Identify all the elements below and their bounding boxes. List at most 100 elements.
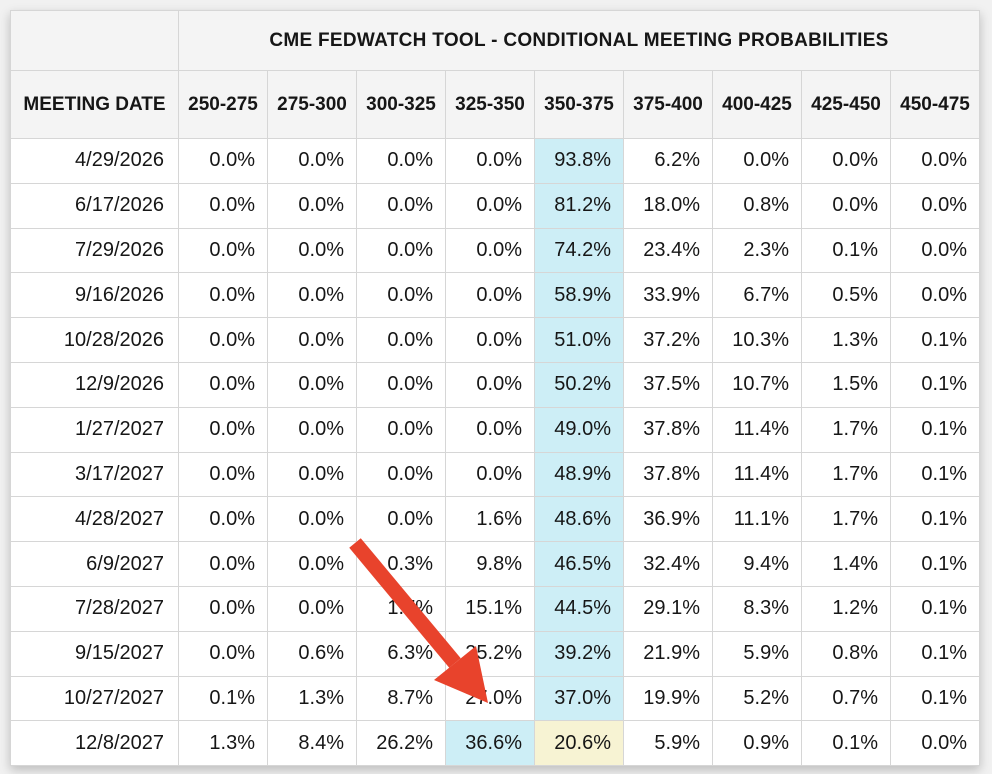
- probability-cell: 10.7%: [712, 361, 802, 408]
- probability-cell: 0.0%: [356, 182, 446, 229]
- probability-cell: 9.4%: [712, 541, 802, 587]
- probability-cell: 5.2%: [712, 675, 802, 722]
- probability-cell: 5.9%: [623, 720, 713, 767]
- table-row: 1/27/2027 0.0% 0.0% 0.0% 0.0% 49.0% 37.8% 11.4%…: [10, 406, 980, 453]
- column-header-450-475: 450-475: [890, 70, 980, 139]
- probability-cell: 37.8%: [623, 451, 713, 498]
- probability-cell: 32.4%: [623, 541, 713, 587]
- probability-cell: 37.5%: [623, 361, 713, 408]
- table-row: 9/16/2026 0.0% 0.0% 0.0% 0.0% 58.9% 33.9% 6.7% 0…: [10, 272, 980, 319]
- probability-cell: 37.0%: [534, 675, 624, 722]
- probability-cell: 44.5%: [534, 585, 624, 632]
- probability-cell: 0.1%: [890, 361, 980, 408]
- probability-cell: 0.0%: [267, 406, 357, 453]
- probability-cell: 0.0%: [267, 272, 357, 319]
- column-header-meeting-date: MEETING DATE: [10, 70, 179, 139]
- column-header-350-375: 350-375: [534, 70, 624, 139]
- probability-cell: 0.0%: [356, 227, 446, 274]
- table-row: 4/29/2026 0.0% 0.0% 0.0% 0.0% 93.8% 6.2% 0.0% 0.…: [10, 138, 980, 184]
- probability-cell: 0.0%: [356, 496, 446, 543]
- probability-cell: 2.3%: [712, 227, 802, 274]
- probability-cell: 0.5%: [801, 272, 891, 319]
- probability-cell: 48.9%: [534, 451, 624, 498]
- probability-cell: 37.2%: [623, 317, 713, 363]
- table-row: 12/8/2027 1.3% 8.4% 26.2% 36.6% 20.6% 5.9% 0.9%…: [10, 720, 980, 767]
- probability-cell: 0.0%: [178, 451, 268, 498]
- probability-cell: 0.0%: [267, 182, 357, 229]
- probability-cell: 1.3%: [801, 317, 891, 363]
- probability-cell: 0.0%: [178, 406, 268, 453]
- probability-cell: 0.0%: [356, 138, 446, 184]
- probability-cell: 18.0%: [623, 182, 713, 229]
- probability-cell: 37.8%: [623, 406, 713, 453]
- probability-cell: 0.1%: [801, 720, 891, 767]
- probability-cell: 11.4%: [712, 406, 802, 453]
- probability-cell: 6.7%: [712, 272, 802, 319]
- probability-cell: 39.2%: [534, 630, 624, 677]
- probability-cell: 58.9%: [534, 272, 624, 319]
- probability-cell: 21.9%: [623, 630, 713, 677]
- probability-cell: 0.0%: [445, 406, 535, 453]
- meeting-date-cell: 4/28/2027: [10, 496, 179, 543]
- probability-cell: 0.0%: [445, 451, 535, 498]
- meeting-date-cell: 9/15/2027: [10, 630, 179, 677]
- table-row: 9/15/2027 0.0% 0.6% 6.3% 25.2% 39.2% 21.9% 5.9%…: [10, 630, 980, 677]
- probability-cell: 1.4%: [801, 541, 891, 587]
- probability-cell: 0.0%: [890, 182, 980, 229]
- probability-cell: 0.0%: [267, 317, 357, 363]
- table-row: 4/28/2027 0.0% 0.0% 0.0% 1.6% 48.6% 36.9% 11.1%…: [10, 496, 980, 543]
- column-header-375-400: 375-400: [623, 70, 713, 139]
- probability-cell: 1.3%: [267, 675, 357, 722]
- meeting-date-cell: 6/17/2026: [10, 182, 179, 229]
- meeting-date-cell: 10/28/2026: [10, 317, 179, 363]
- table-row: 3/17/2027 0.0% 0.0% 0.0% 0.0% 48.9% 37.8% 11.4%…: [10, 451, 980, 498]
- column-header-325-350: 325-350: [445, 70, 535, 139]
- probability-cell: 15.1%: [445, 585, 535, 632]
- probability-cell: 0.0%: [178, 182, 268, 229]
- probability-cell: 0.8%: [712, 182, 802, 229]
- probability-cell: 0.0%: [890, 272, 980, 319]
- probability-cell: 0.0%: [445, 182, 535, 229]
- probability-cell: 8.3%: [712, 585, 802, 632]
- table-title: CME FEDWATCH TOOL - CONDITIONAL MEETING …: [178, 10, 980, 71]
- probability-cell: 23.4%: [623, 227, 713, 274]
- meeting-date-cell: 6/9/2027: [10, 541, 179, 587]
- probability-cell: 48.6%: [534, 496, 624, 543]
- probability-cell: 0.1%: [890, 675, 980, 722]
- probability-cell: 0.0%: [267, 541, 357, 587]
- probability-cell: 25.2%: [445, 630, 535, 677]
- probability-cell: 0.0%: [178, 317, 268, 363]
- probability-cell: 0.0%: [178, 361, 268, 408]
- probability-cell: 0.0%: [178, 630, 268, 677]
- fedwatch-table-card: CME FEDWATCH TOOL - CONDITIONAL MEETING …: [10, 10, 980, 767]
- probability-cell: 0.0%: [267, 227, 357, 274]
- table-row: 10/27/2027 0.1% 1.3% 8.7% 27.0% 37.0% 19.9% 5.2…: [10, 675, 980, 722]
- probability-cell: 81.2%: [534, 182, 624, 229]
- meeting-date-cell: 12/9/2026: [10, 361, 179, 408]
- probability-cell: 0.0%: [267, 138, 357, 184]
- column-header-400-425: 400-425: [712, 70, 802, 139]
- probability-cell: 29.1%: [623, 585, 713, 632]
- probability-cell: 0.1%: [890, 451, 980, 498]
- probability-cell: 5.9%: [712, 630, 802, 677]
- meeting-date-cell: 7/29/2026: [10, 227, 179, 274]
- table-body: 4/29/2026 0.0% 0.0% 0.0% 0.0% 93.8% 6.2% 0.0% 0.…: [10, 138, 980, 767]
- probability-cell: 0.1%: [890, 317, 980, 363]
- table-row: 12/9/2026 0.0% 0.0% 0.0% 0.0% 50.2% 37.5% 10.7%…: [10, 361, 980, 408]
- probability-cell: 0.0%: [445, 227, 535, 274]
- probability-cell: 0.7%: [801, 675, 891, 722]
- meeting-date-cell: 3/17/2027: [10, 451, 179, 498]
- table-row: 6/9/2027 0.0% 0.0% 0.3% 9.8% 46.5% 32.4% 9.4% 1.…: [10, 541, 980, 587]
- probability-cell: 10.3%: [712, 317, 802, 363]
- column-header-275-300: 275-300: [267, 70, 357, 139]
- probability-cell: 0.0%: [356, 451, 446, 498]
- probability-cell: 0.0%: [178, 227, 268, 274]
- probability-cell: 1.7%: [801, 406, 891, 453]
- probability-cell: 19.9%: [623, 675, 713, 722]
- probability-cell: 1.7%: [801, 496, 891, 543]
- probability-cell: 1.3%: [178, 720, 268, 767]
- probability-cell: 11.1%: [712, 496, 802, 543]
- probability-cell: 0.9%: [712, 720, 802, 767]
- probability-cell: 51.0%: [534, 317, 624, 363]
- probability-cell: 0.0%: [801, 138, 891, 184]
